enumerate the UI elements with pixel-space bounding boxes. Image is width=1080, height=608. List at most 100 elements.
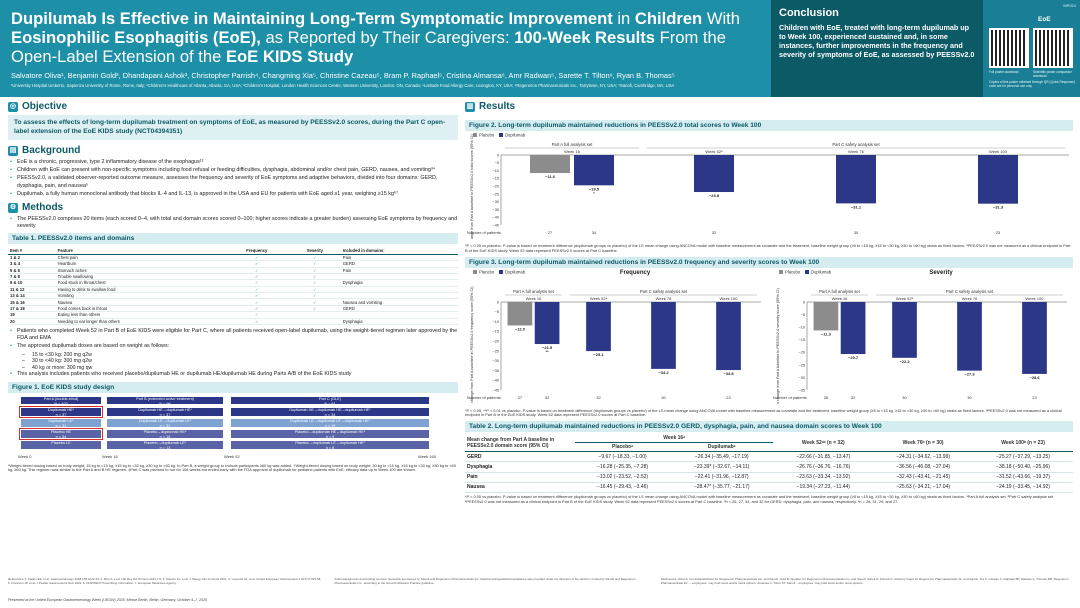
group-label: Part C safety analysis set — [640, 289, 688, 294]
table2-week-header: Week 16ᵃ — [575, 434, 774, 444]
part-b-arm: Dupilumab LE→dupilumab LE* n = 31 — [106, 417, 224, 428]
table-cell: ✓ — [224, 260, 289, 268]
objective-section: ◎ Objective — [8, 101, 458, 112]
table-cell: −25.63 (−34.21, −17.04) — [873, 482, 974, 493]
table2-sub-header: Placeboᵃ — [575, 442, 671, 453]
background-section: ▤ Background — [8, 145, 458, 156]
data-label: −34.8 — [723, 371, 734, 376]
part-a-arm: Placebo LE — [20, 439, 102, 450]
table-cell: ✓ — [224, 318, 289, 325]
table2-title: Table 2. Long-term dupilumab maintained … — [465, 421, 1073, 433]
fig2-chart: Placebo Dupilumab Mean change from Part A … — [467, 133, 1069, 254]
authors: Salvatore Oliva¹, Benjamin Gold², Dhanda… — [11, 71, 675, 80]
dose-item: 15 to <30 kg: 200 mg q2w — [8, 352, 458, 359]
table-cell: −32.43 (−43.41, −21.45) — [873, 472, 974, 483]
part-a-header: Part A (double-blind) N = 102 — [20, 395, 102, 406]
y-tick-label: −45 — [493, 223, 499, 227]
npatients-value: 30 — [967, 395, 972, 400]
table2-sub-header: Dupilumabᵃ — [670, 442, 774, 453]
table-row: 19 Eating less than others ✓ — [8, 311, 458, 319]
qr-caption-1: Full poster download — [989, 70, 1019, 74]
table-cell: Vomiting — [55, 292, 225, 300]
week-label: Week 16 — [564, 149, 580, 154]
table-cell: −38.18 (−50.40, −25.96) — [973, 461, 1073, 473]
background-heading: Background — [22, 145, 81, 156]
table-cell: Dysphagia — [465, 461, 575, 473]
data-bar — [836, 155, 876, 204]
table-cell: Nausea — [55, 298, 225, 306]
gear-icon: ⚙ — [8, 202, 18, 213]
part-c-arm: Placebo→dupilumab HE→dupilumab HE* n = 9 — [230, 428, 430, 439]
table-row: 7 & 8 Trouble swallowing ✓ ✓ — [8, 273, 458, 281]
week-label: Week 100 — [989, 149, 1008, 154]
title-fragment: 100-Week Results — [514, 28, 655, 47]
table-cell — [340, 273, 458, 281]
table-cell: ✓ — [224, 267, 289, 274]
table-cell: Chest pain — [55, 254, 225, 262]
legend-swatch-placebo — [779, 269, 783, 274]
qr-code-icon[interactable] — [1033, 28, 1073, 68]
fig3-title: Figure 3. Long-term dupilumab maintained… — [465, 256, 1073, 268]
npatients-value: 30 — [854, 230, 859, 235]
table-cell: ✓ — [224, 286, 289, 294]
table-row: 15 & 16 Nausea ✓ ✓ Nausea and vomiting — [8, 298, 458, 306]
methods-bullet: This analysis includes patients who rece… — [8, 371, 458, 378]
group-label: Part A full analysis set — [819, 289, 861, 294]
table-row: Nausea −16.45 (−29.43, −3.46) −28.47* (−35… — [465, 482, 1073, 493]
npatients-value: 23 — [726, 395, 731, 400]
group-label: Part C safety analysis set — [946, 289, 994, 294]
timeline-label: Week 160 — [418, 453, 436, 459]
table-cell: GERD — [340, 260, 458, 268]
table-cell: 19 — [8, 311, 56, 319]
table2-week-header: Week 76ᵇ (n = 30) — [873, 434, 974, 453]
part-c-header: Part C (OLE) N = 81 — [230, 395, 430, 406]
legend-swatch-dupilumab — [499, 133, 503, 137]
poster-title: Dupilumab Is Effective in Maintaining Lo… — [11, 9, 767, 66]
background-list: EoE is a chronic, progressive, type 2 in… — [8, 159, 458, 198]
y-tick-label: −15 — [493, 177, 499, 181]
y-tick-label: −30 — [799, 375, 805, 379]
table-cell: −9.67 (−18.33, −1.00) — [575, 451, 671, 463]
table-cell: ✓ — [224, 279, 289, 287]
week-label: Week 52ᵃ — [896, 296, 914, 301]
affiliations: ¹University Hospital Umberto, Sapienza U… — [11, 83, 675, 88]
table-cell: ✓ — [288, 279, 341, 287]
table-cell: −25.27 (−37.29, −13.25) — [973, 451, 1073, 463]
y-tick-label: −10 — [493, 320, 499, 324]
table-row: Dysphagia −16.28 (−25.35, −7.28) −23.39* (… — [465, 461, 1073, 473]
y-tick-label: −35 — [799, 388, 805, 392]
table-cell: GERD — [465, 451, 575, 463]
y-tick-label: −25 — [493, 349, 499, 353]
y-tick-label: 0 — [497, 300, 499, 304]
table-cell: −16.28 (−25.35, −7.28) — [575, 461, 671, 473]
part-b-arm: Dupilumab HE→dupilumab HE* n = 37 — [106, 406, 224, 417]
data-bar — [534, 301, 560, 344]
table-cell: −23.39* (−32.67, −14.11) — [670, 461, 774, 473]
table-cell: ✓ — [224, 273, 289, 281]
legend-swatch-dupilumab — [805, 269, 809, 274]
legend-label: Dupilumab — [505, 269, 526, 274]
table2-col0: Mean change from Part A baseline in PEES… — [465, 434, 575, 453]
table-cell: Trouble swallowing — [55, 273, 225, 281]
y-tick-label: −15 — [493, 329, 499, 333]
qr-code-icon[interactable] — [989, 28, 1029, 68]
y-tick-label: −20 — [799, 350, 805, 354]
table-cell: Heartburn — [55, 260, 225, 268]
table1: Item # Feature Frequency Severity Included i… — [8, 247, 458, 325]
y-tick-label: −35 — [493, 368, 499, 372]
data-label: −11.6 — [545, 174, 556, 179]
legend-label: Placebo — [479, 133, 495, 138]
table-cell: ✓ — [224, 254, 289, 262]
fig3-chart: Placebo Dupilumab Frequency Mean change fro… — [467, 269, 1067, 413]
table1-header: Item # — [8, 247, 56, 255]
y-axis-label: Mean change from Part A baseline in PEES… — [470, 134, 474, 239]
target-icon: ◎ — [8, 101, 18, 112]
background-bullet: PEESSv2.0, a validated observer-reported… — [8, 175, 458, 189]
y-tick-label: 0 — [497, 153, 499, 157]
y-tick-label: −5 — [801, 313, 805, 317]
table2-week-header: Week 52ᵃᵇ (n = 32) — [773, 434, 874, 453]
table-cell: ✓ — [288, 273, 341, 281]
table-cell: ✓ — [288, 267, 341, 274]
table-cell: −24.19 (−33.45, −14.92) — [973, 482, 1073, 493]
y-tick-label: −10 — [493, 169, 499, 173]
